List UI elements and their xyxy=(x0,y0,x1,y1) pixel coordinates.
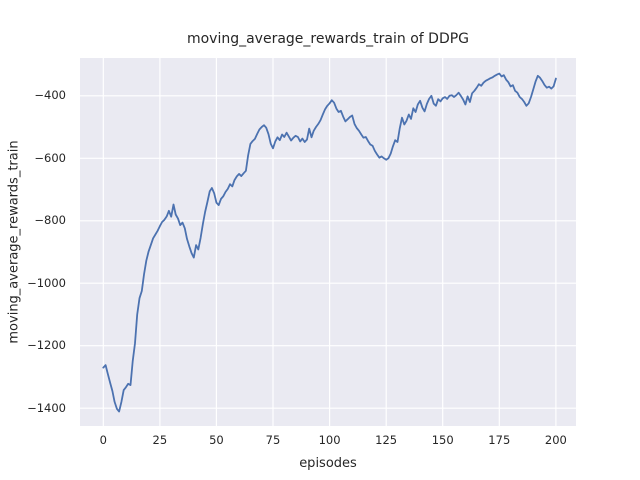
x-tick-label: 175 xyxy=(488,433,511,447)
gridlines xyxy=(80,58,576,426)
x-tick-label: 75 xyxy=(265,433,281,447)
x-tick-label: 50 xyxy=(209,433,224,447)
y-tick-label: −600 xyxy=(34,150,66,165)
ddpg-reward-line xyxy=(102,72,557,413)
line-chart-svg xyxy=(80,58,576,426)
x-tick-label: 0 xyxy=(99,433,107,447)
y-tick-label: −800 xyxy=(34,213,66,228)
x-tick-label: 125 xyxy=(375,433,398,447)
x-tick-label: 150 xyxy=(431,433,454,447)
y-axis-label: moving_average_rewards_train xyxy=(6,140,22,344)
x-tick-label: 200 xyxy=(544,433,567,447)
x-tick-label: 25 xyxy=(152,433,168,447)
x-tick-label: 100 xyxy=(318,433,341,447)
chart-title: moving_average_rewards_train of DDPG xyxy=(186,31,470,47)
y-tick-label: −400 xyxy=(34,88,66,103)
plot-area xyxy=(80,58,576,426)
x-axis-label: episodes xyxy=(299,456,357,471)
y-tick-label: −1400 xyxy=(27,400,66,415)
y-tick-label: −1200 xyxy=(27,338,66,353)
y-tick-label: −1000 xyxy=(27,275,66,290)
